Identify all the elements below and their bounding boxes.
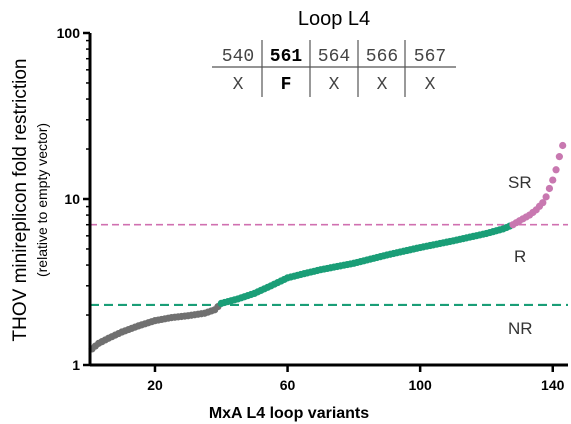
y-axis-sublabel: (relative to empty vector) — [34, 123, 50, 277]
y-tick-label: 10 — [64, 191, 80, 207]
x-tick-label: 100 — [408, 377, 432, 393]
inset-residue: X — [233, 75, 244, 95]
y-tick-label: 1 — [72, 357, 80, 373]
data-point — [539, 199, 547, 207]
loop-inset: Loop L4 540 561 564 566 567 X F X X X — [212, 8, 456, 97]
region-label-sr: SR — [508, 173, 532, 192]
x-tick-label: 140 — [541, 377, 565, 393]
threshold-lines — [90, 223, 568, 307]
y-axis-label: THOV minireplicon fold restriction — [10, 59, 31, 342]
region-label-r: R — [514, 247, 526, 266]
inset-residue: X — [425, 75, 436, 95]
y-ticks: 1 10 100 — [57, 25, 90, 373]
inset-position: 566 — [366, 47, 398, 67]
inset-residue: X — [329, 75, 340, 95]
data-point — [545, 184, 554, 193]
inset-residue: F — [281, 75, 292, 95]
data-points — [88, 141, 567, 353]
x-tick-label: 60 — [280, 377, 296, 393]
inset-position: 564 — [318, 47, 350, 67]
data-point — [552, 166, 560, 174]
inset-position: 540 — [222, 47, 254, 67]
y-tick-label: 100 — [57, 25, 81, 41]
inset-position: 567 — [414, 47, 446, 67]
x-tick-label: 20 — [147, 377, 163, 393]
region-label-nr: NR — [508, 319, 533, 338]
data-point — [559, 141, 567, 150]
data-point — [549, 176, 557, 184]
data-point — [542, 193, 550, 201]
inset-position: 561 — [270, 47, 303, 67]
data-point — [555, 153, 563, 161]
x-ticks: 20 60 100 140 — [147, 365, 565, 393]
inset-title: Loop L4 — [298, 8, 370, 30]
x-axis-label: MxA L4 loop variants — [209, 405, 369, 422]
inset-residue: X — [377, 75, 388, 95]
